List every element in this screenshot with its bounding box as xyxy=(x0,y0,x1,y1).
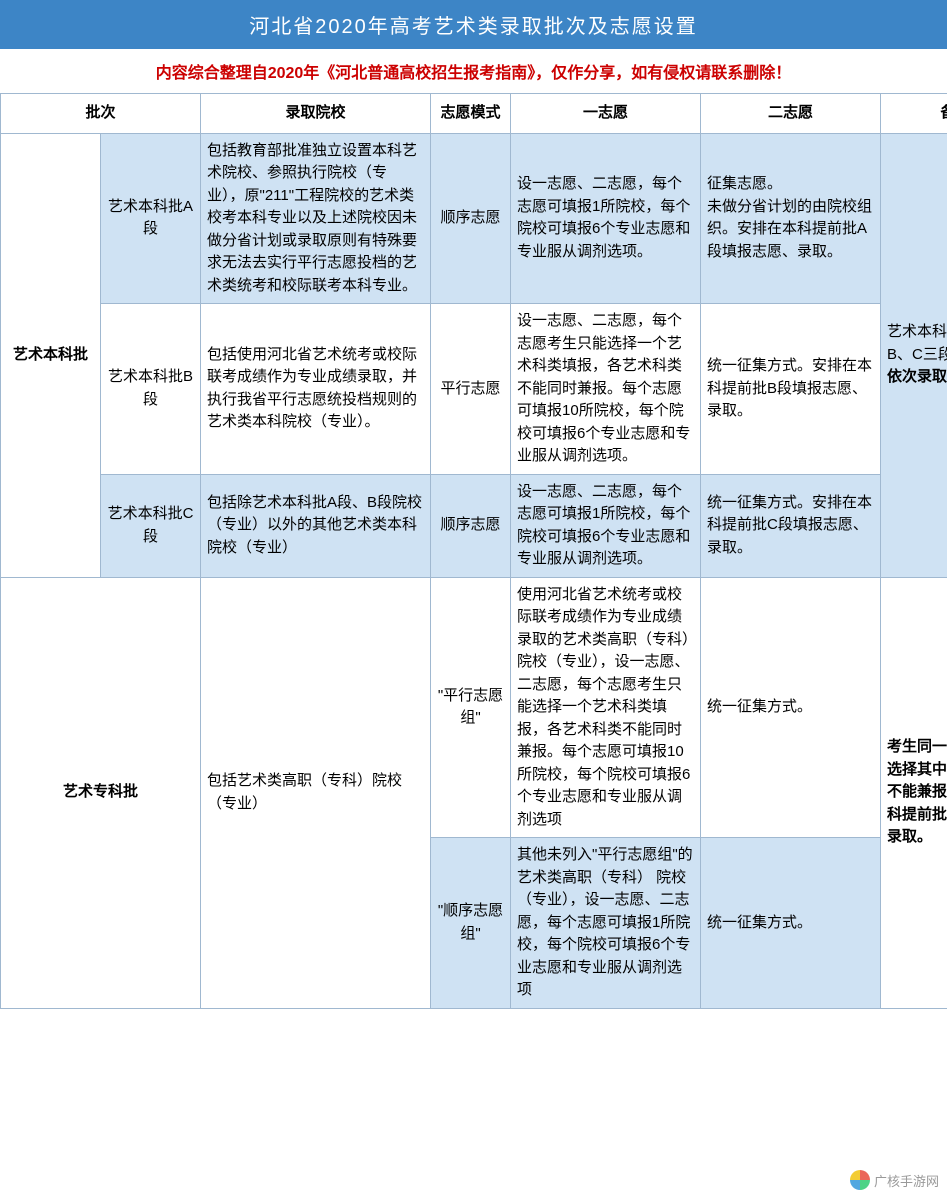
cell-pref1: 设一志愿、二志愿，每个志愿可填报1所院校，每个院校可填报6个专业志愿和专业服从调… xyxy=(511,133,701,304)
table-row: 艺术本科批 艺术本科批A段 包括教育部批准独立设置本科艺术院校、参照执行院校（专… xyxy=(1,133,947,304)
cell-pref1: 设一志愿、二志愿，每个志愿可填报1所院校，每个院校可填报6个专业志愿和专业服从调… xyxy=(511,474,701,577)
cell-pref1: 设一志愿、二志愿，每个志愿考生只能选择一个艺术科类填报，各艺术科类不能同时兼报。… xyxy=(511,304,701,475)
disclaimer-text: 内容综合整理自2020年《河北普通高校招生报考指南》，仅作分享，如有侵权请联系删… xyxy=(0,49,947,93)
header-pref2: 二志愿 xyxy=(701,94,881,134)
table-header-row: 批次 录取院校 志愿模式 一志愿 二志愿 备注 xyxy=(1,94,947,134)
cell-school: 包括教育部批准独立设置本科艺术院校、参照执行院校（专业），原"211"工程院校的… xyxy=(201,133,431,304)
cell-mode: "顺序志愿组" xyxy=(431,838,511,1009)
watermark: 广核手游网 xyxy=(850,1170,939,1190)
cell-mode: 顺序志愿 xyxy=(431,133,511,304)
cell-pref2: 统一征集方式。 xyxy=(701,577,881,838)
sub-batch-b: 艺术本科批B段 xyxy=(101,304,201,475)
batch-group-zhuanke: 艺术专科批 xyxy=(1,577,201,1008)
cell-pref1: 使用河北省艺术统考或校际联考成绩作为专业成绩录取的艺术类高职（专科）院校（专业）… xyxy=(511,577,701,838)
cell-school: 包括使用河北省艺术统考或校际联考成绩作为专业成绩录取，并执行我省平行志愿统投档规… xyxy=(201,304,431,475)
cell-pref1: 其他未列入"平行志愿组"的艺术类高职（专科） 院校（专业），设一志愿、二志愿，每… xyxy=(511,838,701,1009)
sub-batch-a: 艺术本科批A段 xyxy=(101,133,201,304)
page-title: 河北省2020年高考艺术类录取批次及志愿设置 xyxy=(0,0,947,49)
cell-pref2: 统一征集方式。安排在本科提前批C段填报志愿、录取。 xyxy=(701,474,881,577)
header-school: 录取院校 xyxy=(201,94,431,134)
header-batch: 批次 xyxy=(1,94,201,134)
cell-pref2: 征集志愿。 未做分省计划的由院校组织。安排在本科提前批A段填报志愿、录取。 xyxy=(701,133,881,304)
remark-prefix: 艺术本科批分为A、B、C三段， xyxy=(887,323,947,363)
cell-mode: "平行志愿组" xyxy=(431,577,511,838)
cell-mode: 平行志愿 xyxy=(431,304,511,475)
cell-remark-benke: 艺术本科批分为A、B、C三段，按顺序依次录取。 xyxy=(881,133,947,577)
header-mode: 志愿模式 xyxy=(431,94,511,134)
batch-group-benke: 艺术本科批 xyxy=(1,133,101,577)
cell-mode: 顺序志愿 xyxy=(431,474,511,577)
cell-remark-zhuanke: 考生同一个志愿只能选择其中一组填报，不能兼报。安排在专科提前批填报志愿、录取。 xyxy=(881,577,947,1008)
header-pref1: 一志愿 xyxy=(511,94,701,134)
cell-pref2: 统一征集方式。安排在本科提前批B段填报志愿、录取。 xyxy=(701,304,881,475)
cell-pref2: 统一征集方式。 xyxy=(701,838,881,1009)
watermark-text: 广核手游网 xyxy=(874,1171,939,1190)
sub-batch-c: 艺术本科批C段 xyxy=(101,474,201,577)
cell-school: 包括艺术类高职（专科）院校（专业） xyxy=(201,577,431,1008)
header-remark: 备注 xyxy=(881,94,947,134)
table-row: 艺术本科批B段 包括使用河北省艺术统考或校际联考成绩作为专业成绩录取，并执行我省… xyxy=(1,304,947,475)
table-row: 艺术本科批C段 包括除艺术本科批A段、B段院校（专业）以外的其他艺术类本科院校（… xyxy=(1,474,947,577)
admission-table: 批次 录取院校 志愿模式 一志愿 二志愿 备注 艺术本科批 艺术本科批A段 包括… xyxy=(0,93,947,1009)
cell-school: 包括除艺术本科批A段、B段院校（专业）以外的其他艺术类本科院校（专业） xyxy=(201,474,431,577)
table-row: 艺术专科批 包括艺术类高职（专科）院校（专业） "平行志愿组" 使用河北省艺术统… xyxy=(1,577,947,838)
watermark-logo-icon xyxy=(850,1170,870,1190)
